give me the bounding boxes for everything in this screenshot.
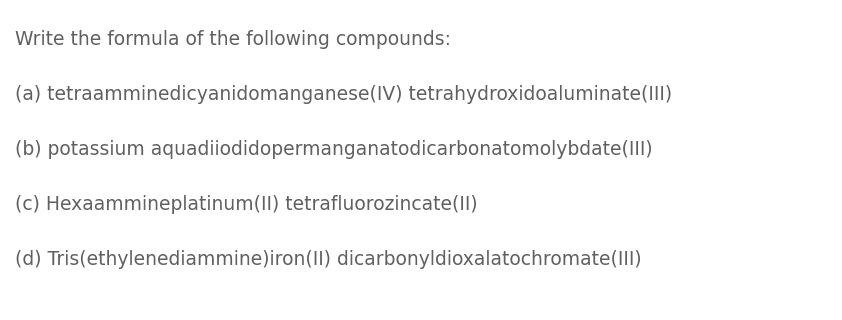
Text: (d) Tris(ethylenediammine)iron(II) dicarbonyldioxalatochromate(III): (d) Tris(ethylenediammine)iron(II) dicar… [15,250,642,269]
Text: Write the formula of the following compounds:: Write the formula of the following compo… [15,30,451,49]
Text: (a) tetraamminedicyanidomanganese(IV) tetrahydroxidoaluminate(III): (a) tetraamminedicyanidomanganese(IV) te… [15,85,672,104]
Text: (b) potassium aquadiiodidopermanganatodicarbonatomolybdate(III): (b) potassium aquadiiodidopermanganatodi… [15,140,653,159]
Text: (c) Hexaammineplatinum(II) tetrafluorozincate(II): (c) Hexaammineplatinum(II) tetrafluorozi… [15,195,477,214]
